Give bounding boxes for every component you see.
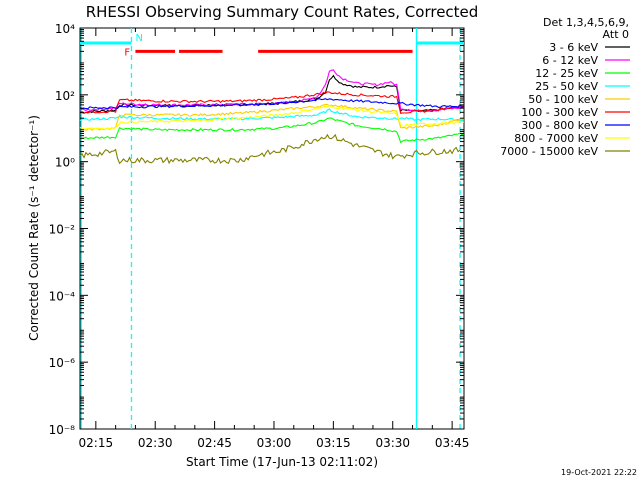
series-line (79, 91, 465, 114)
x-tick-label: 03:00 (257, 436, 292, 450)
series-line (79, 133, 461, 165)
y-tick-label: 10⁰ (55, 156, 75, 170)
x-tick-label: 02:45 (197, 436, 232, 450)
series-line (79, 108, 465, 122)
legend-label: 6 - 12 keV (542, 54, 598, 67)
axes: 10⁻⁸ 10⁻⁶ 10⁻⁴ 10⁻² 10⁰ 10² 10⁴ 02:15 02:30 02:45… (49, 22, 470, 450)
vertical-markers (80, 28, 461, 429)
plot-area (79, 27, 465, 430)
series-line (79, 117, 465, 144)
x-tick-label: 02:30 (138, 436, 173, 450)
legend-label: 50 - 100 keV (528, 93, 598, 106)
legend-label: 300 - 800 keV (521, 119, 598, 132)
y-tick-label: 10⁻⁶ (49, 356, 76, 370)
chart-title: RHESSI Observing Summary Count Rates, Co… (86, 3, 479, 21)
y-tick-label: 10⁻² (49, 223, 76, 237)
x-tick-label: 03:45 (435, 436, 470, 450)
y-tick-label: 10⁻⁸ (49, 423, 76, 437)
footer-timestamp: 19-Oct-2021 22:22 (561, 468, 637, 477)
series-line (79, 98, 465, 110)
y-tick-label: 10² (55, 89, 75, 103)
legend-label: 12 - 25 keV (535, 67, 598, 80)
legend-label: 3 - 6 keV (549, 41, 598, 54)
x-tick-label: 02:15 (79, 436, 114, 450)
legend-label: 25 - 50 keV (535, 80, 598, 93)
series-line (79, 103, 465, 131)
legend-label: 800 - 7000 keV (514, 132, 598, 145)
flag-bars: FN (80, 33, 464, 58)
series-line (79, 104, 465, 130)
flag-label: F (124, 47, 130, 58)
legend-header: Det 1,3,4,5,6,9, (543, 16, 629, 29)
y-tick-label: 10⁻⁴ (49, 289, 76, 303)
x-tick-label: 03:15 (316, 436, 351, 450)
y-axis-label: Corrected Count Rate (s⁻¹ detector⁻¹) (27, 115, 41, 341)
plot-frame (79, 27, 465, 430)
x-axis-label: Start Time (17-Jun-13 02:11:02) (186, 455, 378, 469)
legend-label: 100 - 300 keV (521, 106, 598, 119)
x-tick-label: 03:30 (375, 436, 410, 450)
flag-label: N (135, 33, 142, 44)
y-tick-label: 10⁴ (55, 22, 75, 36)
legend-header: Att 0 (603, 28, 629, 41)
legend-label: 7000 - 15000 keV (500, 145, 598, 158)
series-group (79, 69, 465, 165)
